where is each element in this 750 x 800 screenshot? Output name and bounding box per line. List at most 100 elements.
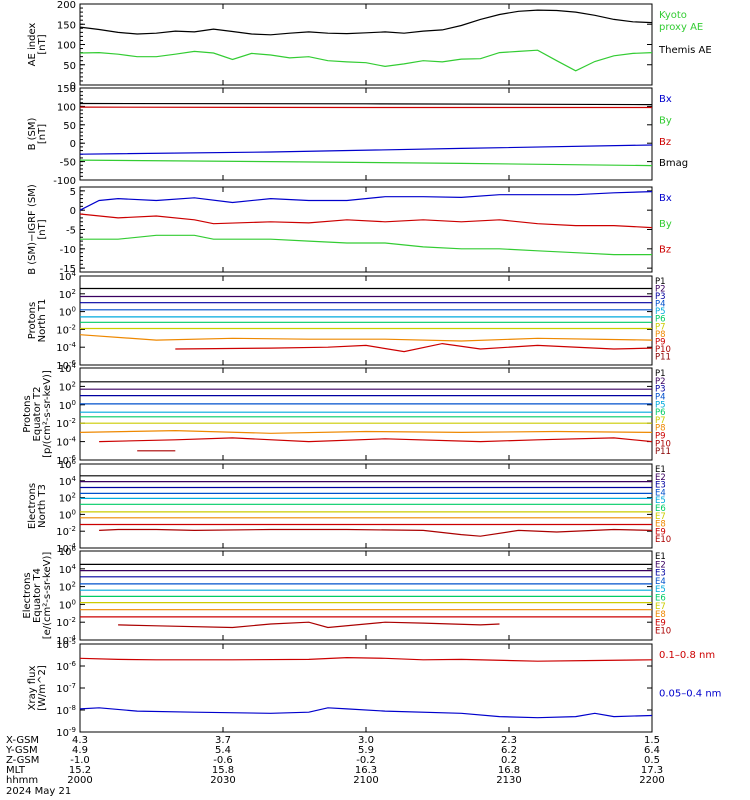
- y-tick-label: 10-2: [56, 616, 76, 629]
- y-tick-label: -5: [66, 226, 76, 237]
- legend-entry: E5: [655, 496, 666, 506]
- legend-entry: E6: [655, 594, 666, 604]
- legend-entry: P11: [655, 447, 671, 457]
- y-axis-label: ProtonsNorth T1: [27, 299, 48, 343]
- y-tick-label: 10-8: [56, 704, 76, 717]
- y-tick-label: 100: [59, 508, 76, 521]
- panel-1: AE index[nT] Kyoto proxy AE Themis AE: [27, 3, 712, 86]
- y-tick-label: -15: [60, 264, 76, 275]
- y-tick-label: 100: [59, 306, 76, 319]
- legend-entry: E5: [655, 585, 666, 595]
- y-tick-label: 104: [59, 563, 77, 576]
- row-value: 2030: [210, 775, 235, 786]
- series-line-bx: [79, 144, 653, 155]
- y-tick-label: 150: [57, 84, 76, 95]
- y-tick-label: 10-7: [56, 682, 76, 695]
- legend-entry: E9: [655, 618, 666, 628]
- y-tick-label: 104: [59, 270, 77, 283]
- row-value: -0.6: [213, 755, 233, 766]
- panel-frame: [79, 87, 653, 181]
- y-tick-label: -50: [60, 158, 76, 169]
- legend-entry: P6: [655, 408, 666, 418]
- series-line-bx: [79, 191, 653, 211]
- legend-entry: P6: [655, 315, 666, 325]
- legend-entry: P1: [655, 369, 666, 379]
- series-line-e10: [99, 528, 653, 537]
- legend-entry: Themis AE: [658, 45, 712, 56]
- series-line-e10: [118, 621, 500, 629]
- legend-entry: P9: [655, 337, 666, 347]
- legend-entry: By: [659, 219, 672, 230]
- legend-entry: P11: [655, 352, 671, 362]
- legend-entry: E10: [655, 627, 671, 637]
- y-tick-label: 104: [59, 475, 77, 488]
- row-label-z-gsm: Z-GSM: [6, 755, 39, 766]
- legend-entry: E6: [655, 504, 666, 514]
- y-tick-label: 5: [70, 187, 76, 198]
- y-tick-label: 10-6: [56, 454, 76, 467]
- row-value: 15.2: [69, 765, 91, 776]
- y-tick-label: 100: [59, 399, 76, 412]
- legend-entry: P4: [655, 392, 666, 402]
- row-value: 6.2: [501, 745, 517, 756]
- series-line-0-1-0-8-nm: [79, 656, 653, 662]
- legend-entry: E3: [655, 569, 666, 579]
- y-tick-label: 150: [57, 20, 76, 31]
- y-tick-label: 10-4: [56, 542, 76, 555]
- row-value: 3.0: [358, 735, 374, 746]
- row-value: -1.0: [70, 755, 90, 766]
- y-tick-label: 0: [70, 139, 76, 150]
- y-tick-label: 106: [59, 545, 77, 558]
- y-tick-label: 50: [63, 121, 76, 132]
- legend-entry: P2: [655, 285, 666, 295]
- panel-frame: [79, 643, 653, 733]
- row-label-hhmm: hhmm: [6, 775, 38, 786]
- row-value: 2130: [496, 775, 521, 786]
- y-tick-label: 106: [59, 458, 77, 471]
- row-value: 15.8: [212, 765, 234, 776]
- y-tick-label: 104: [59, 362, 77, 375]
- y-axis-label: B (SM)−IGRF (SM)[nT]: [27, 184, 48, 275]
- legend-entry: P9: [655, 432, 666, 442]
- y-tick-label: 102: [59, 492, 76, 505]
- y-tick-label: 10-2: [56, 417, 76, 430]
- legend-entry: E1: [655, 465, 666, 475]
- row-value: 5.9: [358, 745, 374, 756]
- legend-entry: E4: [655, 577, 666, 587]
- y-tick-label: 100: [57, 102, 76, 113]
- legend-entry: Bx: [659, 94, 672, 105]
- row-value: 5.4: [215, 745, 231, 756]
- y-tick-label: -10: [60, 245, 76, 256]
- row-value: 2.3: [501, 735, 517, 746]
- y-axis-label: ProtonsEquator T2[p/(cm²-s-sr-keV)]: [22, 370, 53, 458]
- legend-entry: E7: [655, 602, 666, 612]
- y-tick-label: 10-2: [56, 525, 76, 538]
- y-tick-label: 100: [59, 598, 76, 611]
- series-line-p8: [79, 429, 653, 434]
- legend-entry: P1: [655, 277, 666, 287]
- legend-entry: 0.05–0.4 nm: [659, 688, 721, 699]
- legend-entry: By: [659, 115, 672, 126]
- y-axis-label: B (SM)[nT]: [27, 117, 48, 150]
- legend-entry: E2: [655, 473, 666, 483]
- legend-entry: P5: [655, 307, 666, 317]
- row-value: 2000: [67, 775, 92, 786]
- y-axis-label: AE index[nT]: [27, 23, 48, 67]
- legend-entry: P7: [655, 322, 666, 332]
- y-tick-label: 0: [70, 206, 76, 217]
- panel-2: B (SM)[nT] Bx By Bz Bmag: [27, 87, 688, 181]
- y-tick-label: 102: [59, 288, 76, 301]
- row-value: 2100: [353, 775, 378, 786]
- y-axis-label: Xray flux[W/m^2]: [27, 665, 48, 711]
- y-tick-label: 102: [59, 380, 76, 393]
- row-value: -0.2: [356, 755, 376, 766]
- y-tick-label: 200: [57, 0, 76, 11]
- y-tick-label: 10-4: [56, 634, 76, 647]
- row-label-mlt: MLT: [6, 765, 26, 776]
- legend-entry: E10: [655, 535, 671, 545]
- legend-entry: P10: [655, 345, 671, 355]
- series-line-0-05-0-4-nm: [79, 707, 653, 719]
